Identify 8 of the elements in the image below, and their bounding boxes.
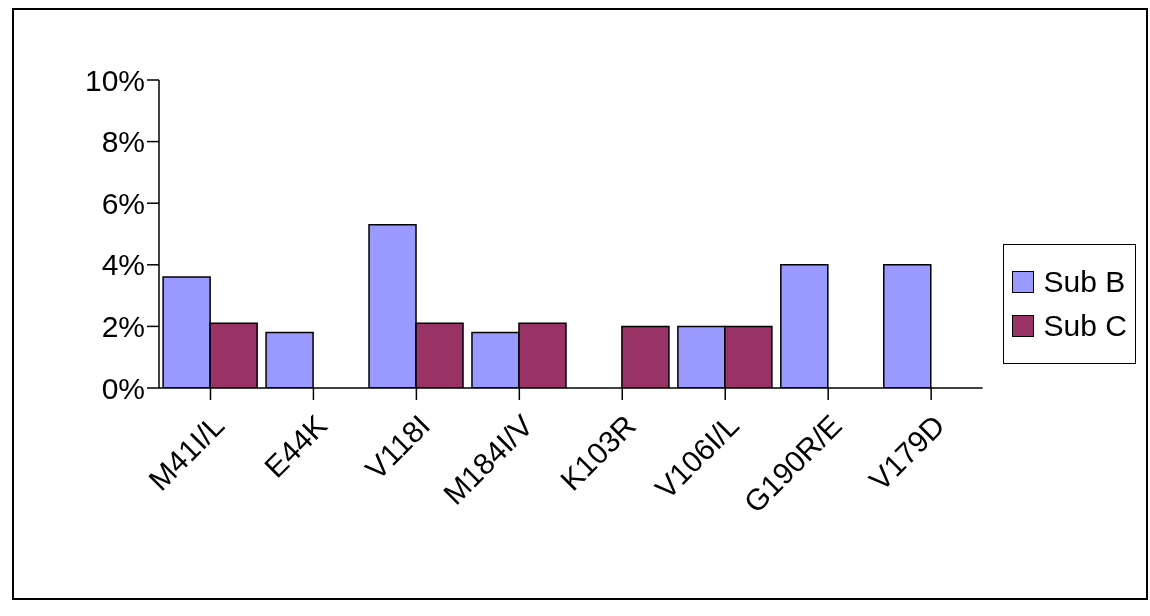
y-tick-label: 4% (101, 248, 145, 282)
legend-label: Sub B (1043, 265, 1126, 299)
y-tick-label: 6% (101, 186, 145, 220)
legend-label: Sub C (1043, 309, 1127, 343)
y-tick-label: 0% (101, 371, 145, 405)
y-tick-label: 2% (101, 310, 145, 344)
y-tick-label: 10% (84, 63, 145, 97)
y-tick-label: 8% (101, 125, 145, 159)
